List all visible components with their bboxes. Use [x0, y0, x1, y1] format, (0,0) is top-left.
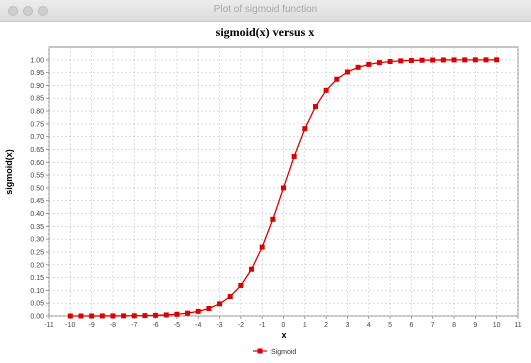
y-tick-label: 0.15: [30, 275, 44, 282]
x-tick-label: 11: [514, 322, 521, 329]
x-tick-label: 2: [324, 322, 328, 329]
y-tick-label: 0.30: [30, 237, 44, 244]
y-tick-label: 0.40: [30, 211, 44, 218]
x-tick-label: -9: [89, 322, 95, 329]
x-tick-label: 1: [303, 322, 307, 329]
x-tick-label: -6: [152, 322, 158, 329]
data-point: [323, 87, 329, 93]
data-point: [302, 126, 308, 132]
data-point: [398, 58, 404, 64]
close-window-button[interactable]: [8, 6, 18, 16]
data-point: [163, 312, 169, 318]
x-tick-label: 3: [346, 322, 350, 329]
legend-marker: [257, 348, 263, 354]
data-point: [99, 313, 105, 319]
x-tick-label: 5: [388, 322, 392, 329]
y-tick-label: 0.20: [30, 262, 44, 269]
y-tick-label: 0.25: [30, 249, 44, 256]
data-point: [291, 154, 297, 160]
x-tick-label: 4: [367, 322, 371, 329]
data-point: [376, 60, 382, 66]
x-tick-label: -10: [65, 322, 75, 329]
y-tick-label: 0.45: [30, 198, 44, 205]
x-tick-label: 0: [282, 322, 286, 329]
y-tick-label: 0.05: [30, 301, 44, 308]
y-tick-label: 1.00: [30, 57, 44, 64]
data-point: [249, 266, 255, 272]
y-tick-label: 0.00: [30, 314, 44, 321]
x-tick-label: 8: [452, 322, 456, 329]
window-title: Plot of sigmoid function: [213, 4, 318, 15]
data-point: [334, 76, 340, 82]
y-tick-label: 0.55: [30, 173, 44, 180]
x-tick-label: 7: [431, 322, 435, 329]
x-tick-label: 10: [493, 322, 501, 329]
data-point: [227, 294, 233, 300]
data-point: [408, 57, 414, 63]
title-bar: Plot of sigmoid function: [0, 0, 531, 22]
sigmoid-chart: sigmoid(x) versus x sigmoid(x) x -11 -10-…: [4, 25, 522, 356]
data-point: [483, 57, 489, 63]
data-point: [195, 308, 201, 314]
data-point: [238, 282, 244, 288]
data-point: [494, 57, 500, 63]
data-point: [366, 61, 372, 67]
legend-label: Sigmoid: [271, 349, 296, 356]
x-tick-label: -3: [216, 322, 222, 329]
data-point: [312, 104, 318, 110]
y-tick-label: 0.10: [30, 288, 44, 295]
x-tick-label: -5: [174, 322, 180, 329]
y-tick-label: 0.85: [30, 96, 44, 103]
minimize-window-button[interactable]: [23, 6, 33, 16]
y-tick-label: 0.60: [30, 160, 44, 167]
data-point: [281, 185, 286, 191]
chart-title: sigmoid(x) versus x: [216, 25, 315, 39]
data-point: [89, 313, 95, 319]
x-tick-label: -8: [110, 322, 116, 329]
x-tick-label: -2: [238, 322, 244, 329]
data-point: [462, 57, 468, 63]
data-point: [110, 313, 116, 319]
chart-legend: Sigmoid: [253, 348, 296, 356]
x-tick-label: -1: [259, 322, 265, 329]
x-tick-label: 9: [473, 322, 477, 329]
data-point: [472, 57, 478, 63]
x-tick-label: -11: [44, 322, 54, 329]
data-point: [121, 313, 127, 319]
data-point: [344, 69, 350, 75]
data-point: [185, 310, 191, 316]
data-point: [387, 59, 393, 65]
data-point: [206, 305, 212, 311]
data-point: [174, 311, 180, 317]
data-point: [67, 313, 73, 319]
x-tick-label: 6: [409, 322, 413, 329]
data-point: [440, 57, 446, 63]
y-tick-label: 0.70: [30, 134, 44, 141]
y-tick-label: 0.50: [30, 185, 44, 192]
data-point: [131, 313, 137, 319]
data-point: [451, 57, 457, 63]
x-axis-label: x: [281, 330, 286, 340]
data-point: [259, 244, 265, 250]
y-tick-label: 0.65: [30, 147, 44, 154]
data-point: [217, 301, 223, 307]
y-axis-label: sigmoid(x): [4, 149, 14, 195]
y-tick-label: 0.80: [30, 109, 44, 116]
x-tick-label: -4: [195, 322, 201, 329]
y-tick-label: 0.90: [30, 83, 44, 90]
data-point: [355, 64, 361, 70]
y-tick-label: 0.95: [30, 70, 44, 77]
data-point: [153, 312, 159, 318]
data-point: [78, 313, 84, 319]
data-point: [430, 57, 436, 63]
data-point: [142, 313, 148, 319]
data-point: [419, 57, 425, 63]
data-point: [270, 216, 276, 222]
zoom-window-button[interactable]: [38, 6, 48, 16]
y-tick-label: 0.35: [30, 224, 44, 231]
x-tick-label: -7: [131, 322, 137, 329]
y-tick-label: 0.75: [30, 121, 44, 128]
